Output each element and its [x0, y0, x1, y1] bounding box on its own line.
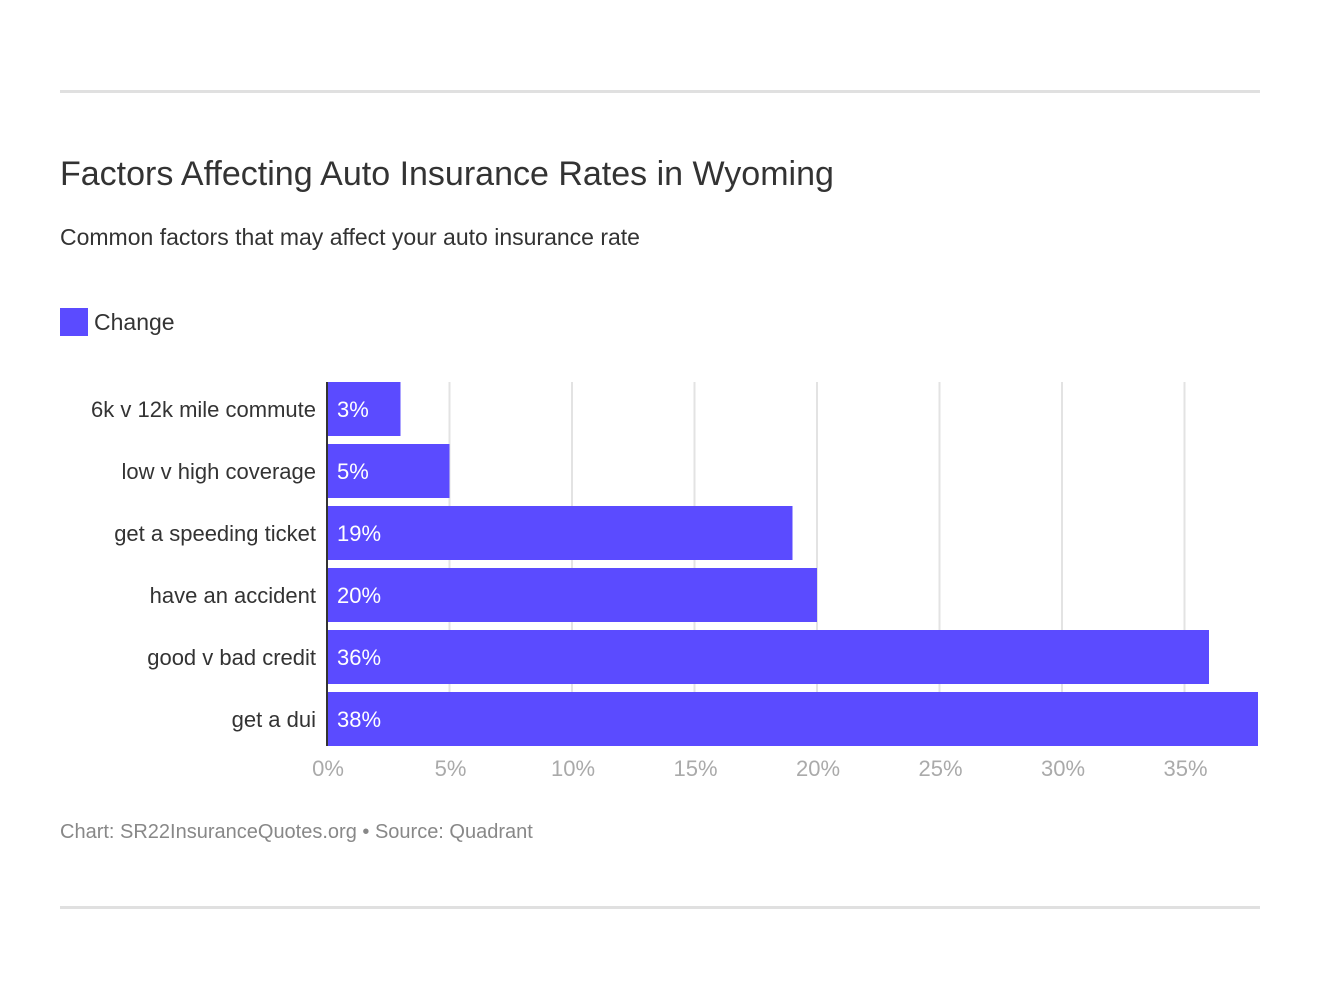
legend-swatch	[60, 308, 88, 336]
category-label: get a speeding ticket	[114, 521, 316, 546]
bar	[328, 506, 793, 560]
category-label: have an accident	[150, 583, 316, 608]
bottom-divider	[60, 906, 1260, 909]
legend: Change	[60, 308, 175, 336]
data-label: 5%	[337, 459, 369, 484]
x-tick-label: 0%	[312, 756, 344, 781]
x-tick-label: 20%	[796, 756, 840, 781]
x-tick-label: 15%	[673, 756, 717, 781]
data-label: 3%	[337, 397, 369, 422]
bar	[328, 382, 401, 436]
x-tick-label: 30%	[1041, 756, 1085, 781]
category-label: 6k v 12k mile commute	[91, 397, 316, 422]
data-label: 20%	[337, 583, 381, 608]
bar	[328, 630, 1209, 684]
bar	[328, 444, 450, 498]
data-label: 38%	[337, 707, 381, 732]
x-tick-label: 10%	[551, 756, 595, 781]
top-divider	[60, 90, 1260, 93]
x-tick-label: 35%	[1163, 756, 1207, 781]
chart-subtitle: Common factors that may affect your auto…	[60, 224, 640, 250]
data-label: 19%	[337, 521, 381, 546]
category-label: low v high coverage	[122, 459, 316, 484]
category-label: good v bad credit	[147, 645, 316, 670]
x-tick-label: 5%	[435, 756, 467, 781]
bar	[328, 692, 1258, 746]
legend-label: Change	[94, 308, 175, 335]
x-tick-label: 25%	[918, 756, 962, 781]
chart-footer: Chart: SR22InsuranceQuotes.org • Source:…	[60, 821, 533, 843]
data-label: 36%	[337, 645, 381, 670]
category-label: get a dui	[232, 707, 316, 732]
bar	[328, 568, 817, 622]
chart-title: Factors Affecting Auto Insurance Rates i…	[60, 155, 834, 193]
